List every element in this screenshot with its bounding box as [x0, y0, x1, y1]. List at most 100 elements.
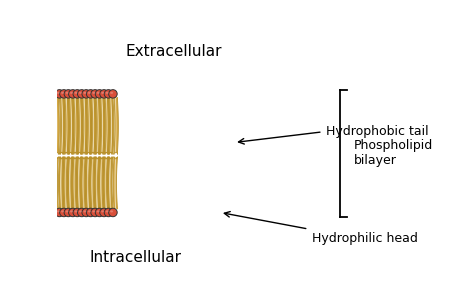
Ellipse shape	[82, 208, 90, 217]
Text: Intracellular: Intracellular	[89, 249, 181, 265]
Ellipse shape	[106, 210, 109, 213]
Polygon shape	[78, 97, 83, 154]
Polygon shape	[103, 157, 107, 209]
Ellipse shape	[84, 210, 86, 213]
Ellipse shape	[91, 90, 99, 98]
Polygon shape	[108, 97, 113, 154]
Polygon shape	[91, 157, 95, 209]
Polygon shape	[72, 157, 76, 209]
Ellipse shape	[61, 92, 64, 94]
Polygon shape	[84, 157, 85, 209]
Polygon shape	[60, 97, 65, 154]
Polygon shape	[114, 97, 118, 154]
Polygon shape	[105, 157, 106, 209]
Ellipse shape	[70, 210, 73, 213]
Polygon shape	[74, 157, 75, 209]
Polygon shape	[84, 97, 85, 154]
Ellipse shape	[70, 92, 73, 94]
Polygon shape	[95, 157, 100, 209]
Ellipse shape	[101, 210, 104, 213]
Polygon shape	[81, 157, 85, 209]
Ellipse shape	[101, 92, 104, 94]
Polygon shape	[69, 157, 70, 209]
Polygon shape	[111, 97, 112, 154]
Ellipse shape	[78, 208, 86, 217]
Ellipse shape	[79, 92, 82, 94]
Ellipse shape	[88, 210, 91, 213]
Polygon shape	[90, 157, 94, 209]
Polygon shape	[92, 97, 93, 154]
Polygon shape	[83, 97, 87, 154]
Polygon shape	[78, 157, 79, 209]
Ellipse shape	[88, 92, 91, 94]
Polygon shape	[90, 97, 95, 154]
Polygon shape	[64, 157, 66, 209]
Ellipse shape	[60, 208, 68, 217]
Polygon shape	[75, 97, 76, 154]
Ellipse shape	[66, 210, 69, 213]
Ellipse shape	[96, 208, 104, 217]
Polygon shape	[115, 157, 116, 209]
Polygon shape	[69, 97, 71, 154]
Ellipse shape	[73, 90, 81, 98]
Polygon shape	[96, 157, 97, 209]
Polygon shape	[106, 157, 107, 209]
Polygon shape	[55, 97, 59, 154]
Polygon shape	[97, 157, 98, 209]
Polygon shape	[59, 97, 64, 154]
Ellipse shape	[86, 90, 95, 98]
Polygon shape	[86, 97, 90, 154]
Polygon shape	[107, 157, 112, 209]
Polygon shape	[94, 157, 98, 209]
Polygon shape	[56, 97, 57, 154]
Ellipse shape	[69, 90, 77, 98]
Text: Phospholipid
bilayer: Phospholipid bilayer	[354, 139, 433, 167]
Polygon shape	[92, 97, 96, 154]
Polygon shape	[61, 157, 63, 209]
Polygon shape	[87, 157, 88, 209]
Polygon shape	[74, 97, 75, 154]
Ellipse shape	[96, 90, 104, 98]
Polygon shape	[59, 157, 64, 209]
Polygon shape	[80, 97, 81, 154]
Polygon shape	[87, 97, 89, 154]
Polygon shape	[96, 97, 97, 154]
Ellipse shape	[104, 208, 113, 217]
Polygon shape	[70, 97, 72, 154]
Ellipse shape	[97, 92, 100, 94]
Ellipse shape	[97, 210, 100, 213]
Polygon shape	[83, 97, 84, 154]
Polygon shape	[62, 97, 63, 154]
Ellipse shape	[74, 92, 78, 94]
Polygon shape	[64, 157, 69, 209]
Polygon shape	[100, 157, 104, 209]
Polygon shape	[101, 97, 105, 154]
Polygon shape	[60, 97, 62, 154]
Polygon shape	[56, 157, 57, 209]
Polygon shape	[97, 97, 99, 154]
Polygon shape	[60, 157, 61, 209]
Polygon shape	[65, 97, 69, 154]
Ellipse shape	[78, 90, 86, 98]
Ellipse shape	[79, 210, 82, 213]
Ellipse shape	[106, 92, 109, 94]
Ellipse shape	[91, 208, 99, 217]
Ellipse shape	[104, 90, 113, 98]
Text: Hydrophobic tail: Hydrophobic tail	[326, 125, 429, 138]
Polygon shape	[77, 157, 82, 209]
Ellipse shape	[74, 210, 78, 213]
Ellipse shape	[66, 92, 69, 94]
Polygon shape	[82, 157, 86, 209]
Polygon shape	[115, 97, 117, 154]
Polygon shape	[85, 157, 90, 209]
Polygon shape	[58, 157, 63, 209]
Polygon shape	[67, 157, 72, 209]
Polygon shape	[69, 97, 74, 154]
Polygon shape	[96, 97, 101, 154]
Ellipse shape	[100, 90, 108, 98]
Polygon shape	[110, 157, 112, 209]
Polygon shape	[66, 157, 67, 209]
Ellipse shape	[92, 92, 96, 94]
Ellipse shape	[61, 210, 64, 213]
Polygon shape	[91, 157, 93, 209]
